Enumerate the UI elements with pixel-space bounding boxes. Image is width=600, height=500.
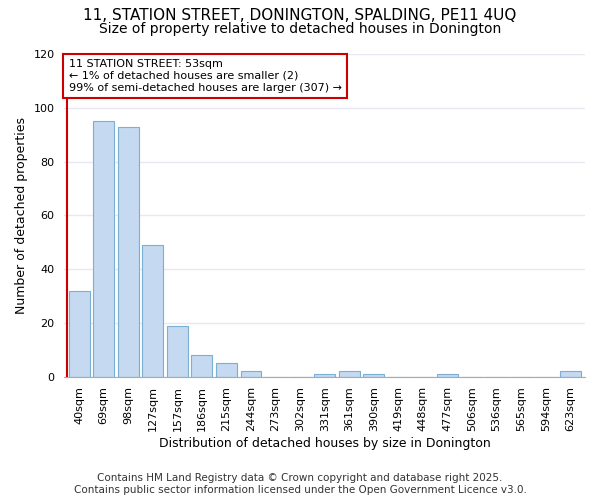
Bar <box>437 374 458 376</box>
Bar <box>142 245 163 376</box>
Text: 11 STATION STREET: 53sqm
← 1% of detached houses are smaller (2)
99% of semi-det: 11 STATION STREET: 53sqm ← 1% of detache… <box>69 60 342 92</box>
Bar <box>69 290 89 376</box>
Bar <box>191 355 212 376</box>
Bar <box>339 371 359 376</box>
Bar <box>216 363 237 376</box>
Bar <box>93 121 114 376</box>
Text: Size of property relative to detached houses in Donington: Size of property relative to detached ho… <box>99 22 501 36</box>
Bar <box>314 374 335 376</box>
Y-axis label: Number of detached properties: Number of detached properties <box>15 117 28 314</box>
Bar <box>241 371 262 376</box>
Text: 11, STATION STREET, DONINGTON, SPALDING, PE11 4UQ: 11, STATION STREET, DONINGTON, SPALDING,… <box>83 8 517 22</box>
Bar <box>364 374 384 376</box>
X-axis label: Distribution of detached houses by size in Donington: Distribution of detached houses by size … <box>159 437 491 450</box>
Text: Contains HM Land Registry data © Crown copyright and database right 2025.
Contai: Contains HM Land Registry data © Crown c… <box>74 474 526 495</box>
Bar <box>560 371 581 376</box>
Bar <box>118 126 139 376</box>
Bar <box>167 326 188 376</box>
